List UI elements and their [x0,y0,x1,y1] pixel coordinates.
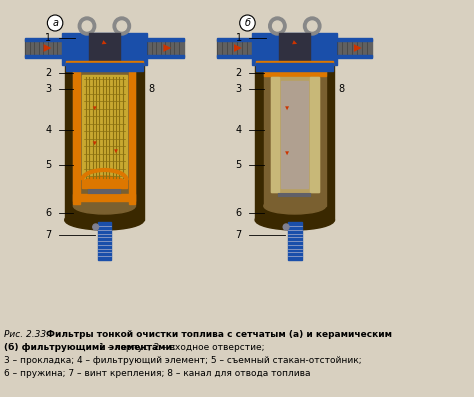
Bar [252,33,337,65]
Text: Фильтры тонкой очистки топлива с сетчатым (а) и керамическим: Фильтры тонкой очистки топлива с сетчаты… [46,330,392,339]
Bar [147,55,183,58]
Bar [25,55,62,58]
Circle shape [93,224,99,230]
Bar [310,77,319,192]
Text: Рис. 2.33.: Рис. 2.33. [4,330,49,339]
Bar [98,222,111,260]
Bar [62,33,147,65]
Text: 3: 3 [236,84,242,94]
Ellipse shape [65,210,144,230]
Bar [147,39,183,57]
Circle shape [78,17,96,35]
Ellipse shape [84,176,125,188]
Circle shape [117,21,127,31]
Bar [128,71,135,204]
Text: 1: 1 [45,33,51,43]
Text: 6 – пружина; 7 – винт крепления; 8 – канал для отвода топлива: 6 – пружина; 7 – винт крепления; 8 – кан… [4,369,310,378]
Bar [73,71,135,206]
Bar [218,39,252,57]
Bar [288,222,301,260]
Text: 1 – корпус; 2 – входное отверстие;: 1 – корпус; 2 – входное отверстие; [96,343,264,352]
Bar [264,71,326,206]
Bar [281,81,308,188]
Text: а: а [52,18,58,28]
Text: 6: 6 [45,208,51,218]
Circle shape [303,17,321,35]
Text: 7: 7 [45,230,51,240]
Circle shape [113,17,130,35]
Bar [264,71,326,76]
Text: 7: 7 [236,230,242,240]
Circle shape [273,21,282,31]
Bar [337,55,372,58]
Bar [279,33,310,65]
Bar [256,63,334,71]
Bar [255,65,335,220]
Circle shape [269,17,286,35]
Bar [82,75,127,180]
Text: 3: 3 [45,84,51,94]
Bar [271,77,279,192]
Text: 8: 8 [148,84,154,94]
Ellipse shape [73,198,135,214]
Text: 6: 6 [236,208,242,218]
Bar [218,55,252,58]
Bar [218,38,252,41]
Bar [82,180,127,188]
Ellipse shape [264,198,326,214]
Circle shape [82,21,92,31]
Bar [337,38,372,41]
Bar [73,71,80,204]
Bar [66,63,143,71]
Text: 4: 4 [236,125,242,135]
Bar [73,194,135,201]
Text: 2: 2 [45,68,51,78]
Text: 1: 1 [236,33,242,43]
Circle shape [240,15,255,31]
Bar [256,61,334,65]
Bar [89,33,120,65]
Bar [66,61,143,65]
Bar [65,65,144,220]
Circle shape [283,224,289,230]
Text: 5: 5 [45,160,51,170]
Text: (б) фильтрующими элементами:: (б) фильтрующими элементами: [4,343,175,352]
Circle shape [307,21,317,31]
Ellipse shape [255,210,335,230]
Text: 8: 8 [338,84,345,94]
Text: 4: 4 [45,125,51,135]
Bar [25,39,62,57]
Bar [337,39,372,57]
Text: 2: 2 [236,68,242,78]
Circle shape [47,15,63,31]
Bar [271,77,319,192]
Text: б: б [245,18,250,28]
Bar [25,38,62,41]
Bar [147,38,183,41]
Text: 5: 5 [236,160,242,170]
Text: 3 – прокладка; 4 – фильтрующий элемент; 5 – съемный стакан-отстойник;: 3 – прокладка; 4 – фильтрующий элемент; … [4,356,362,365]
